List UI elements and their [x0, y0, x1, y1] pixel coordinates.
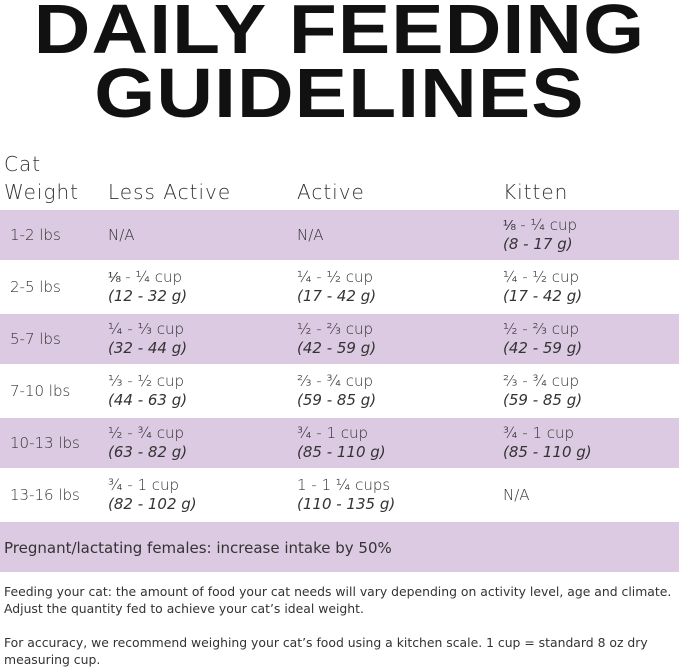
- cup-amount: ¼ - ⅓ cup: [108, 320, 185, 338]
- cup-amount: ¾ - 1 cup: [297, 424, 369, 442]
- weight-cell: 7-10 lbs: [10, 382, 71, 400]
- weight-cell: 10-13 lbs: [10, 434, 80, 452]
- amount-cell: N/A: [108, 226, 135, 245]
- gram-amount: (85 - 110 g): [297, 443, 386, 461]
- cup-amount: N/A: [503, 486, 530, 504]
- footer-feeding-info: Feeding your cat: the amount of food you…: [4, 584, 672, 616]
- gram-amount: (44 - 63 g): [108, 391, 188, 409]
- weight-cell: 2-5 lbs: [10, 278, 61, 296]
- gram-amount: (42 - 59 g): [297, 339, 377, 357]
- cup-amount: ½ - ⅔ cup: [297, 320, 374, 338]
- cup-amount: 1 - 1 ¼ cups: [297, 476, 391, 494]
- amount-cell: N/A: [503, 486, 530, 505]
- page-title-line1: DAILY FEEDING: [33, 0, 646, 68]
- gram-amount: (110 - 135 g): [297, 495, 396, 513]
- amount-cell: ⅛ - ¼ cup (8 - 17 g): [503, 216, 577, 254]
- cup-amount: ⅔ - ¾ cup: [297, 372, 374, 390]
- amount-cell: ⅔ - ¾ cup (59 - 85 g): [297, 372, 376, 410]
- cup-amount: N/A: [108, 226, 135, 244]
- header-kitten: Kitten: [503, 180, 569, 204]
- gram-amount: (17 - 42 g): [297, 287, 377, 305]
- amount-cell: ⅛ - ¼ cup (12 - 32 g): [108, 268, 187, 306]
- weight-cell: 5-7 lbs: [10, 330, 61, 348]
- cup-amount: ¼ - ½ cup: [503, 268, 580, 286]
- table-row: 10-13 lbs ½ - ¾ cup (63 - 82 g) ¾ - 1 cup (8…: [0, 418, 679, 470]
- amount-cell: ⅓ - ½ cup (44 - 63 g): [108, 372, 187, 410]
- gram-amount: (85 - 110 g): [503, 443, 592, 461]
- cup-amount: ¾ - 1 cup: [503, 424, 575, 442]
- header-weight: Weight: [4, 180, 79, 204]
- amount-cell: ½ - ¾ cup (63 - 82 g): [108, 424, 187, 462]
- gram-amount: (42 - 59 g): [503, 339, 583, 357]
- gram-amount: (59 - 85 g): [297, 391, 377, 409]
- amount-cell: ¼ - ⅓ cup (32 - 44 g): [108, 320, 187, 358]
- gram-amount: (17 - 42 g): [503, 287, 583, 305]
- table-row: 2-5 lbs ⅛ - ¼ cup (12 - 32 g) ¼ - ½ cup (17 …: [0, 262, 679, 314]
- amount-cell: ¾ - 1 cup (82 - 102 g): [108, 476, 197, 514]
- amount-cell: ½ - ⅔ cup (42 - 59 g): [297, 320, 376, 358]
- cup-amount: ½ - ⅔ cup: [503, 320, 580, 338]
- table-row: 1-2 lbs N/A N/A ⅛ - ¼ cup (8 - 17 g): [0, 210, 679, 262]
- gram-amount: (82 - 102 g): [108, 495, 197, 513]
- amount-cell: ¼ - ½ cup (17 - 42 g): [503, 268, 582, 306]
- cup-amount: ¼ - ½ cup: [297, 268, 374, 286]
- amount-cell: ½ - ⅔ cup (42 - 59 g): [503, 320, 582, 358]
- table-row: 13-16 lbs ¾ - 1 cup (82 - 102 g) 1 - 1 ¼ cu…: [0, 470, 679, 522]
- cup-amount: ⅔ - ¾ cup: [503, 372, 580, 390]
- amount-cell: ¼ - ½ cup (17 - 42 g): [297, 268, 376, 306]
- cup-amount: N/A: [297, 226, 324, 244]
- header-active: Active: [297, 180, 365, 204]
- weight-cell: 13-16 lbs: [10, 486, 80, 504]
- gram-amount: (63 - 82 g): [108, 443, 188, 461]
- amount-cell: ¾ - 1 cup (85 - 110 g): [503, 424, 592, 462]
- amount-cell: ⅔ - ¾ cup (59 - 85 g): [503, 372, 582, 410]
- pregnant-note: Pregnant/lactating females: increase int…: [4, 539, 392, 557]
- header-cat: Cat: [4, 152, 42, 176]
- gram-amount: (59 - 85 g): [503, 391, 583, 409]
- cup-amount: ½ - ¾ cup: [108, 424, 185, 442]
- table-row: 5-7 lbs ¼ - ⅓ cup (32 - 44 g) ½ - ⅔ cup (42 …: [0, 314, 679, 366]
- cup-amount: ¾ - 1 cup: [108, 476, 180, 494]
- cup-amount: ⅛ - ¼ cup: [108, 268, 183, 286]
- table-row: 7-10 lbs ⅓ - ½ cup (44 - 63 g) ⅔ - ¾ cup (59…: [0, 366, 679, 418]
- gram-amount: (32 - 44 g): [108, 339, 188, 357]
- amount-cell: N/A: [297, 226, 324, 245]
- amount-cell: 1 - 1 ¼ cups (110 - 135 g): [297, 476, 395, 514]
- footer-accuracy-info: For accuracy, we recommend weighing your…: [4, 635, 648, 667]
- pregnant-note-row: Pregnant/lactating females: increase int…: [0, 522, 679, 572]
- cup-amount: ⅓ - ½ cup: [108, 372, 185, 390]
- weight-cell: 1-2 lbs: [10, 226, 61, 244]
- cup-amount: ⅛ - ¼ cup: [503, 216, 578, 234]
- gram-amount: (12 - 32 g): [108, 287, 188, 305]
- page-title-line2: GUIDELINES: [94, 54, 585, 132]
- header-less-active: Less Active: [108, 180, 232, 204]
- amount-cell: ¾ - 1 cup (85 - 110 g): [297, 424, 386, 462]
- gram-amount: (8 - 17 g): [503, 235, 573, 253]
